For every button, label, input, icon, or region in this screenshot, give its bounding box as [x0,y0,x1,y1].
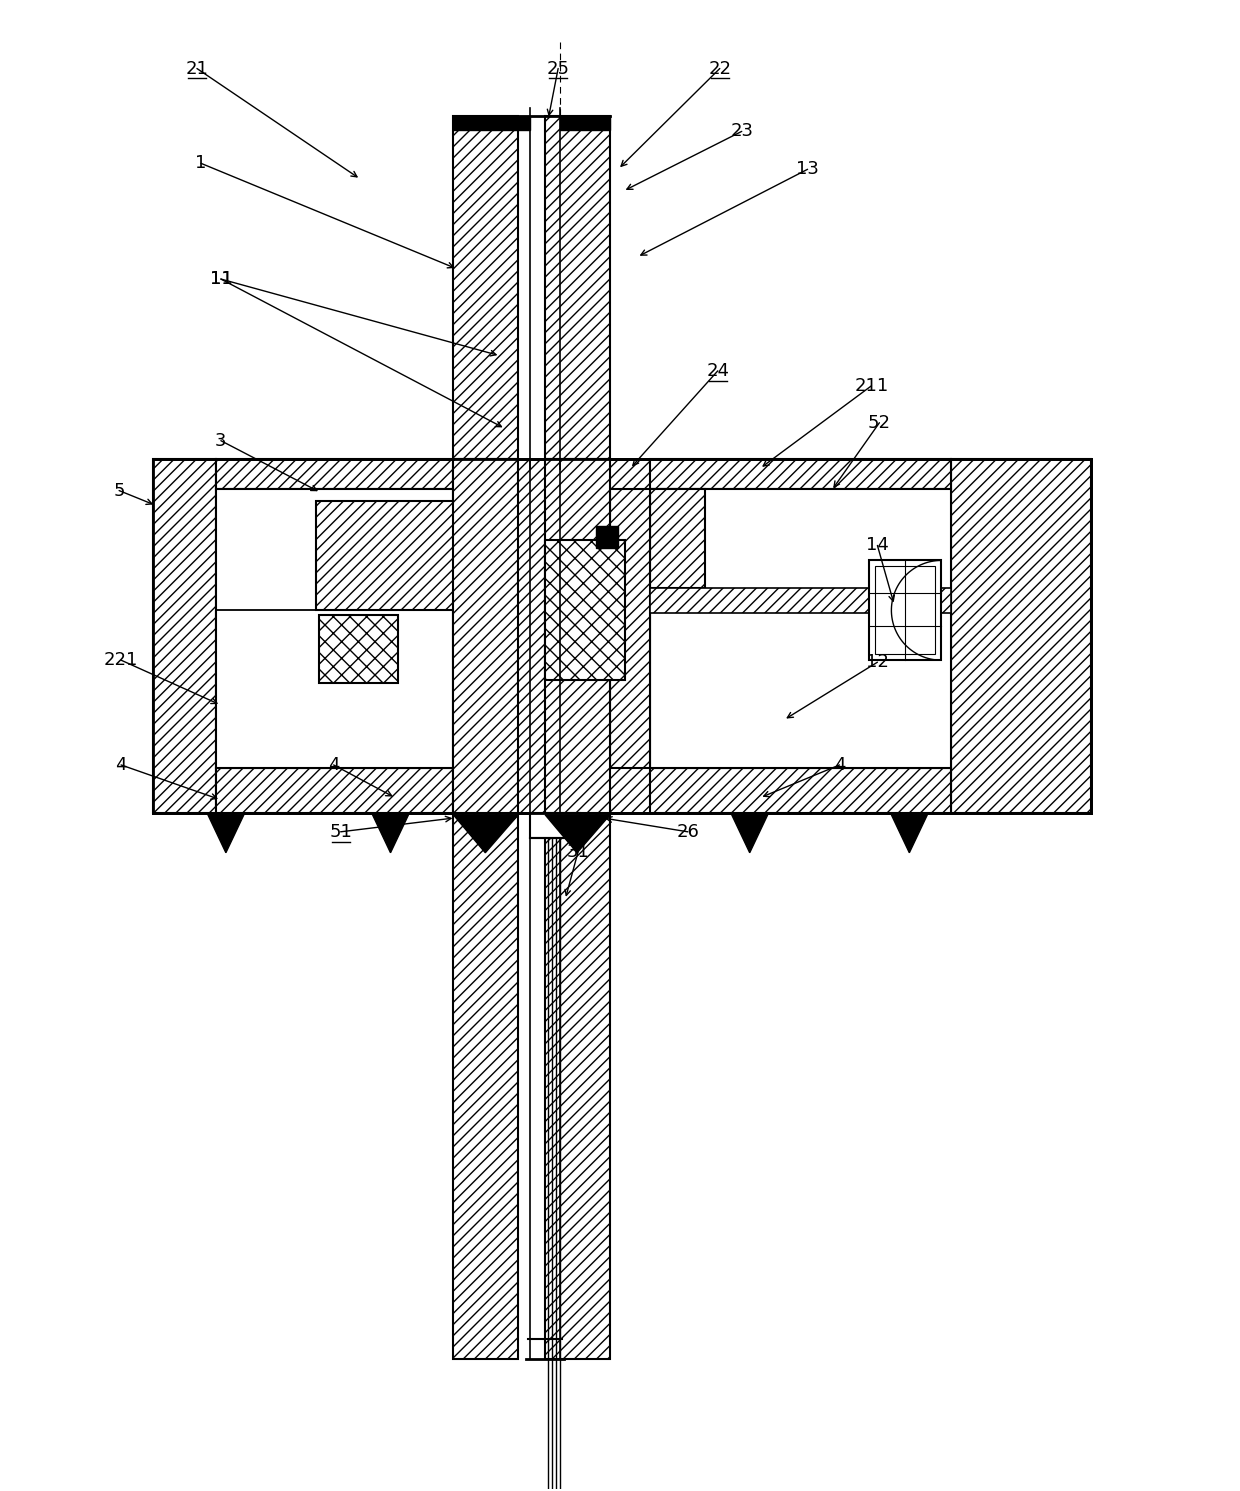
Bar [875,567,935,655]
Text: 3: 3 [216,432,227,450]
Polygon shape [454,116,531,130]
Bar [319,616,398,683]
Polygon shape [546,816,610,853]
Bar [610,489,650,768]
Text: 211: 211 [854,377,889,395]
Text: 23: 23 [730,122,753,140]
Text: 26: 26 [676,823,699,841]
Bar [650,459,951,489]
Bar [650,489,951,768]
Polygon shape [372,816,408,853]
Polygon shape [596,526,618,549]
Text: 14: 14 [866,537,889,555]
Polygon shape [732,816,768,853]
Text: 4: 4 [115,756,126,774]
Bar [869,561,941,661]
Polygon shape [892,816,928,853]
Text: 31: 31 [567,842,589,860]
Polygon shape [208,816,244,853]
Text: 4: 4 [833,756,846,774]
Text: 22: 22 [708,60,732,78]
Bar [546,459,610,813]
Bar [454,116,518,459]
Text: 1: 1 [195,154,207,173]
Text: 51: 51 [329,823,352,841]
Text: 5: 5 [113,482,125,499]
Bar [216,768,454,813]
Bar [650,489,704,589]
Text: 4: 4 [327,756,340,774]
Polygon shape [560,116,610,130]
Text: 25: 25 [547,60,569,78]
Bar [546,813,610,1358]
Bar [153,459,216,813]
Text: 12: 12 [866,653,889,671]
Bar [951,459,1091,813]
Bar [216,489,454,768]
Text: 21: 21 [186,60,208,78]
Text: 13: 13 [796,161,818,179]
Text: 24: 24 [707,362,729,380]
Bar [153,459,1091,813]
Text: 11: 11 [210,270,232,288]
Bar [546,116,610,459]
Polygon shape [454,816,518,853]
Bar [650,768,951,813]
Text: 52: 52 [868,413,890,432]
Bar [546,540,625,680]
Bar [454,459,518,813]
Bar [531,813,580,838]
Bar [650,589,951,613]
Text: 221: 221 [104,652,139,669]
Bar [316,501,455,610]
Bar [216,459,454,489]
Bar [454,813,518,1358]
Text: 11: 11 [210,270,232,288]
